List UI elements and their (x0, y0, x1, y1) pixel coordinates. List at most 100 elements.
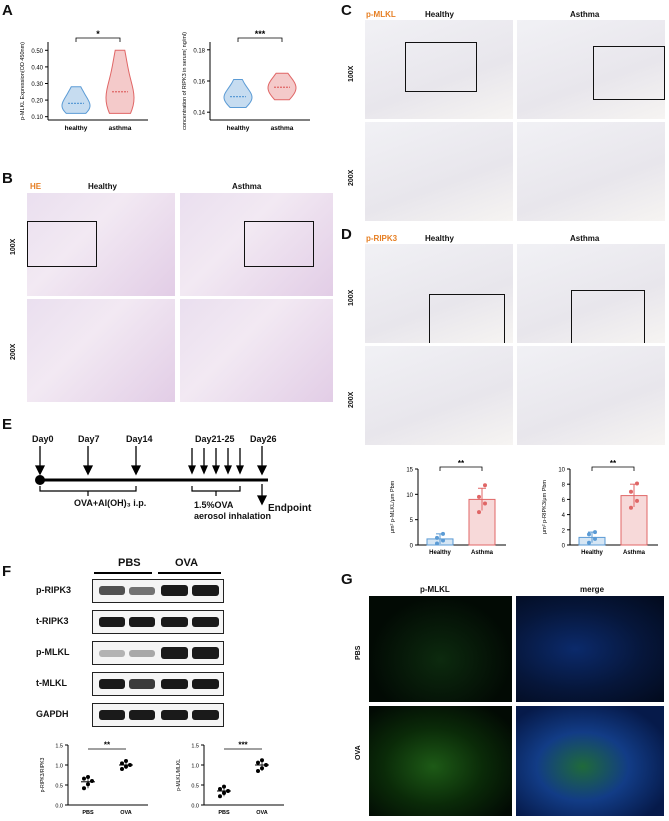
f-protein-t-mlkl: t-MLKL (36, 678, 67, 688)
day21-25-label: Day21-25 (195, 434, 235, 444)
data-point (477, 494, 481, 499)
y-tick-label: 0.20 (31, 99, 43, 105)
d-row-100x: 100X (348, 289, 355, 306)
ova-aerosol-label-2: aerosol inhalation (194, 511, 272, 521)
y-tick-label: 1.5 (191, 744, 199, 750)
data-point (587, 532, 591, 537)
violin-shape (61, 86, 91, 114)
c-healthy-200x-image (365, 122, 513, 221)
y-tick-label: 1.5 (55, 744, 63, 750)
y-tick-label: 5 (410, 518, 414, 524)
y-axis-label: p-RIPK3/RIPK3 (40, 757, 46, 792)
data-point (120, 761, 124, 766)
significance-label: *** (238, 741, 248, 750)
significance-label: ** (458, 459, 465, 468)
g-ova-p-mlkl-image (369, 706, 512, 816)
y-axis-label: μm² p-MLKL/μm Pbm (390, 480, 396, 533)
endpoint-label: Endpoint (268, 503, 312, 514)
violin-chart-ripk3-serum: 0.14 0.16 0.18 concentration of RIPK3 in se… (182, 29, 310, 132)
data-point (82, 786, 86, 791)
data-point (218, 787, 222, 791)
b-col-asthma: Asthma (232, 182, 262, 191)
x-tick-label: healthy (65, 125, 88, 132)
g-col-p-mlkl: p-MLKL (420, 585, 450, 594)
panel-d-letter: D (341, 226, 352, 243)
b-zoom-box-healthy (27, 221, 97, 267)
d-zoom-box-healthy (429, 294, 505, 343)
d-healthy-100x-image (365, 244, 513, 343)
x-tick-label: Asthma (623, 550, 646, 556)
y-tick-label: 0.16 (193, 80, 205, 86)
data-point (441, 538, 445, 543)
y-tick-label: 10 (406, 493, 413, 499)
violin-chart-p-mlkl: 0.10 0.20 0.30 0.40 0.50 p-MLKL Expression(OD… (20, 29, 148, 132)
y-tick-label: 0.10 (31, 115, 43, 121)
scatter-chart-p-ripk3: 0.0 0.5 1.0 1.5 p-RIPK3/RIPK3 PBS OVA ** (40, 741, 148, 816)
timeline-diagram (34, 446, 268, 506)
data-point (629, 505, 633, 510)
d-col-asthma: Asthma (570, 234, 600, 243)
y-axis-label: concentration of RIPK3 in serum( ng/ml) (182, 32, 188, 130)
data-point (629, 489, 633, 494)
b-row-200x: 200X (10, 343, 17, 360)
violin-shape (223, 78, 253, 109)
y-tick-label: 1.0 (55, 764, 63, 770)
y-tick-label: 4 (562, 513, 566, 519)
y-tick-label: 0.0 (55, 804, 63, 810)
day14-label: Day14 (126, 434, 153, 444)
c-asthma-100x-image (517, 20, 665, 119)
x-tick-label: healthy (227, 125, 250, 132)
b-healthy-100x-image (27, 193, 175, 296)
x-tick-label: OVA (256, 810, 268, 816)
data-point (593, 536, 597, 541)
y-tick-label: 0 (410, 544, 414, 550)
panel-f-letter: F (2, 563, 12, 580)
y-tick-label: 0.30 (31, 82, 43, 88)
b-zoom-box-asthma (244, 221, 314, 267)
b-col-healthy: Healthy (88, 182, 117, 191)
f-protein-t-ripk3: t-RIPK3 (36, 616, 69, 626)
g-col-merge: merge (580, 585, 605, 594)
significance-label: ** (104, 741, 111, 750)
g-ova-merge-image (516, 706, 664, 816)
bracket-ova-ip (39, 486, 137, 496)
y-axis-label: p-MLKL Expression(OD 450nm) (20, 42, 26, 120)
data-point (441, 531, 445, 536)
b-stain-label: HE (30, 182, 42, 191)
x-tick-label: PBS (82, 810, 94, 816)
b-asthma-200x-image (180, 299, 333, 402)
data-point (120, 767, 124, 771)
data-point (90, 779, 94, 783)
c-row-200x: 200X (348, 169, 355, 186)
bar-chart-p-mlkl: 0 5 10 15 μm² p-MLKL/μm Pbm Healthy Asthma ** (390, 459, 506, 556)
data-point (477, 510, 481, 515)
c-asthma-200x-image (517, 122, 665, 221)
y-tick-label: 6 (562, 498, 566, 504)
blot-p-mlkl (92, 641, 224, 665)
f-protein-p-ripk3: p-RIPK3 (36, 585, 72, 595)
data-point (256, 760, 260, 765)
significance-bracket (237, 37, 283, 42)
violin-shape (267, 72, 297, 101)
c-healthy-100x-image (365, 20, 513, 119)
c-col-asthma: Asthma (570, 10, 600, 19)
d-col-healthy: Healthy (425, 234, 454, 243)
y-axis-label: μm² p-RIPK3/μm Pbm (542, 480, 548, 534)
d-healthy-200x-image (365, 346, 513, 445)
x-tick-label: Healthy (429, 550, 451, 556)
y-tick-label: 0.5 (55, 784, 63, 790)
significance-label: * (96, 29, 100, 39)
y-tick-label: 0.18 (193, 48, 205, 54)
g-row-pbs: PBS (355, 645, 362, 660)
f-protein-p-mlkl: p-MLKL (36, 647, 70, 657)
y-tick-label: 0.14 (193, 111, 205, 117)
data-point (483, 501, 487, 506)
d-asthma-100x-image (517, 244, 665, 343)
y-tick-label: 0.0 (191, 804, 199, 810)
data-point (435, 535, 439, 540)
c-col-healthy: Healthy (425, 10, 454, 19)
day0-label: Day0 (32, 434, 54, 444)
panel-e-letter: E (2, 416, 13, 433)
y-tick-label: 10 (558, 468, 565, 474)
f-pbs-line (94, 572, 152, 574)
